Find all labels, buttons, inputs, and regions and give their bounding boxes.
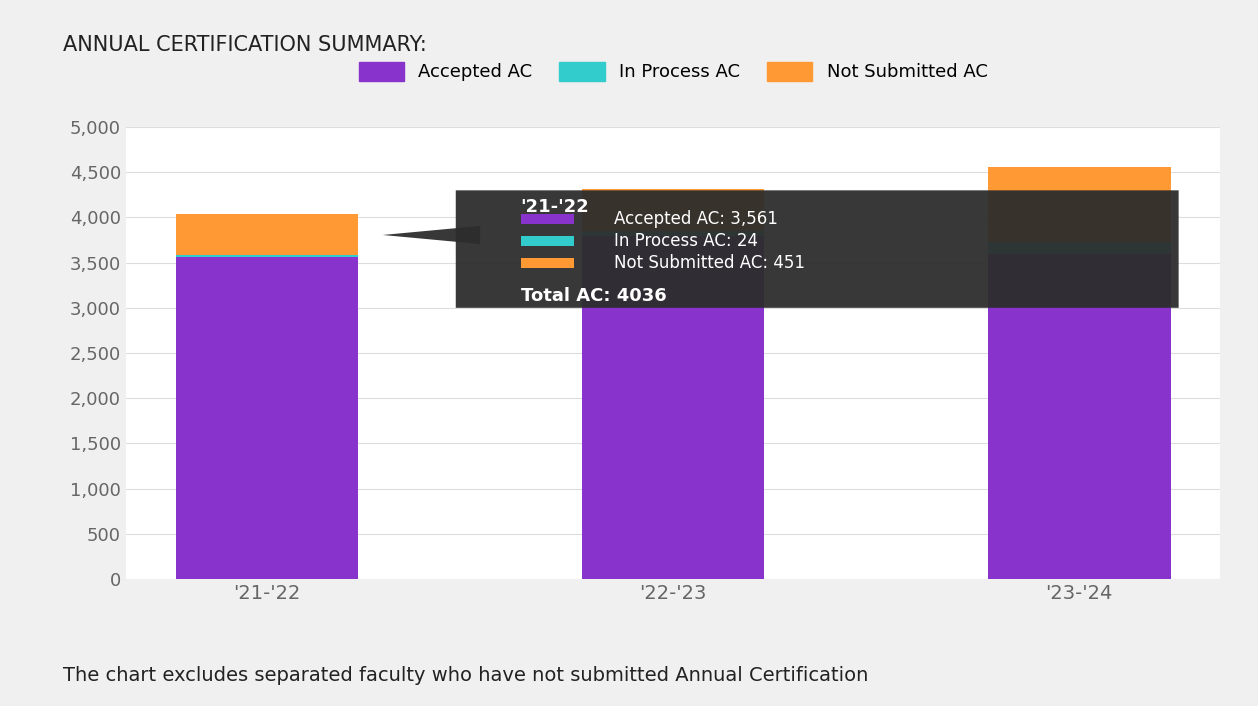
FancyBboxPatch shape — [455, 191, 1179, 308]
Text: The chart excludes separated faculty who have not submitted Annual Certification: The chart excludes separated faculty who… — [63, 666, 868, 685]
Bar — [176, 255, 359, 257]
Text: Not Submitted AC: 451: Not Submitted AC: 451 — [614, 253, 805, 272]
Bar — [988, 253, 1170, 579]
Legend: Accepted AC, In Process AC, Not Submitted AC: Accepted AC, In Process AC, Not Submitte… — [351, 55, 995, 88]
Text: ANNUAL CERTIFICATION SUMMARY:: ANNUAL CERTIFICATION SUMMARY: — [63, 35, 426, 55]
Polygon shape — [382, 226, 481, 244]
Bar — [988, 242, 1170, 253]
FancyBboxPatch shape — [521, 215, 574, 225]
Bar — [581, 231, 765, 236]
Text: Accepted AC: 3,561: Accepted AC: 3,561 — [614, 210, 777, 228]
Bar — [176, 214, 359, 255]
Bar — [581, 236, 765, 579]
FancyBboxPatch shape — [521, 236, 574, 246]
Bar — [176, 257, 359, 579]
Text: '21-'22: '21-'22 — [521, 198, 590, 215]
Bar — [988, 167, 1170, 242]
Text: In Process AC: 24: In Process AC: 24 — [614, 232, 759, 250]
Bar — [581, 189, 765, 231]
FancyBboxPatch shape — [521, 258, 574, 268]
Text: Total AC: 4036: Total AC: 4036 — [521, 287, 667, 305]
